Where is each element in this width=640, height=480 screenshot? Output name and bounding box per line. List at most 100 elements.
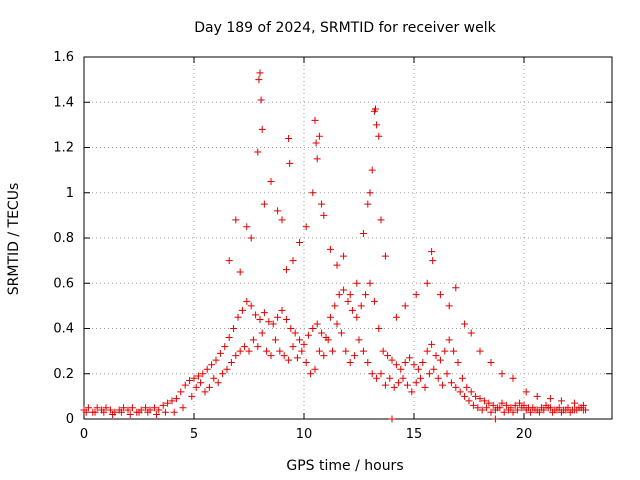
data-point [527,408,535,416]
data-point [368,166,376,174]
data-point [320,352,328,360]
data-point [315,347,323,355]
data-point [293,354,301,362]
data-point [252,311,260,319]
data-point [238,306,246,314]
data-point [511,401,519,409]
data-point [544,404,552,412]
y-tick-label: 1.4 [53,95,74,110]
data-point [225,257,233,265]
data-point [188,392,196,400]
data-point [428,248,436,256]
data-point [434,374,442,382]
data-point [311,116,319,124]
data-point [340,252,348,260]
data-point [318,200,326,208]
data-point [117,408,125,416]
data-point [379,347,387,355]
data-point [436,291,444,299]
x-tick-label: 20 [516,427,533,442]
data-point [450,347,458,355]
data-point [256,69,264,77]
data-point [181,381,189,389]
axis-ticks: 0 0.2 0.4 0.6 0.8 1 1.2 1.4 1.6 0 5 10 15 20 [53,50,612,442]
data-point [366,189,374,197]
data-point [454,358,462,366]
x-tick-label: 5 [190,427,198,442]
data-point [300,340,308,348]
data-point [212,356,220,364]
data-point [234,313,242,321]
data-point [307,370,315,378]
data-point [498,399,506,407]
data-point [326,245,334,253]
data-point [126,410,134,418]
data-point [313,155,321,163]
data-point [245,347,253,355]
data-point [106,406,114,414]
data-point [562,406,570,414]
data-point [410,361,418,369]
data-point [522,406,530,414]
data-point [535,408,543,416]
data-point [124,406,132,414]
data-point [255,76,263,84]
data-point [476,347,484,355]
data-point [170,408,178,416]
data-point [144,408,152,416]
data-point [359,347,367,355]
data-point [571,399,579,407]
data-point [412,379,420,387]
data-point [441,347,449,355]
data-point [461,320,469,328]
data-point [412,291,420,299]
data-point [318,329,326,337]
data-point [269,320,277,328]
data-point [491,406,499,414]
x-axis-label: GPS time / hours [286,458,403,474]
data-point [192,383,200,391]
data-point [472,392,480,400]
data-point [516,399,524,407]
data-point [333,261,341,269]
data-point [346,291,354,299]
data-point [344,297,352,305]
data-point [362,291,370,299]
data-point [153,410,161,418]
y-tick-label: 1.6 [53,50,74,65]
data-point [557,408,565,416]
data-point [489,401,497,409]
data-point [406,354,414,362]
data-point [518,404,526,412]
data-point [120,404,128,412]
data-point [566,408,574,416]
data-point [203,365,211,373]
data-point [386,374,394,382]
data-point [232,352,240,360]
data-point [531,406,539,414]
data-point [172,395,180,403]
data-point [223,365,231,373]
data-point [135,408,143,416]
data-point [236,347,244,355]
data-point [469,401,477,409]
data-point [257,96,265,104]
data-point [329,347,337,355]
data-point [298,347,306,355]
data-point [274,207,282,215]
data-point [557,397,565,405]
data-point [201,388,209,396]
data-point [509,408,517,416]
data-point [414,365,422,373]
data-point [395,379,403,387]
data-point [447,379,455,387]
data-point [271,336,279,344]
data-point [366,279,374,287]
data-point [428,340,436,348]
data-point [419,358,427,366]
data-point [227,358,235,366]
data-point [355,336,363,344]
data-point [243,297,251,305]
data-point [102,404,110,412]
y-tick-label: 0.4 [53,322,74,337]
